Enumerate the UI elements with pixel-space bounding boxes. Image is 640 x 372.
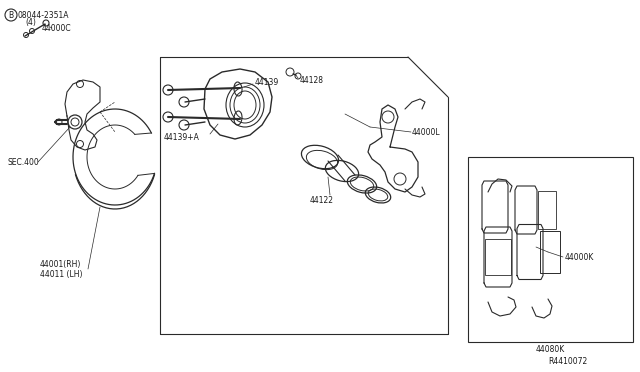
Text: 44122: 44122: [310, 196, 334, 205]
Text: 44000L: 44000L: [412, 128, 440, 137]
Text: R4410072: R4410072: [548, 357, 588, 366]
Text: 44139: 44139: [255, 77, 279, 87]
Text: 44001(RH): 44001(RH): [40, 260, 81, 269]
Bar: [538, 191, 556, 229]
Text: B: B: [8, 10, 13, 19]
Text: 44139+A: 44139+A: [164, 132, 200, 141]
Text: 44080K: 44080K: [536, 346, 564, 355]
Bar: [468, 157, 633, 342]
Text: SEC.400: SEC.400: [8, 157, 40, 167]
Text: 44128: 44128: [300, 76, 324, 84]
Text: 44000C: 44000C: [42, 23, 72, 32]
Bar: [540, 231, 560, 273]
Bar: [485, 239, 511, 275]
Text: 44011 (LH): 44011 (LH): [40, 269, 83, 279]
Text: 08044-2351A: 08044-2351A: [18, 10, 70, 19]
Text: 44000K: 44000K: [565, 253, 595, 262]
Text: (4): (4): [25, 17, 36, 26]
